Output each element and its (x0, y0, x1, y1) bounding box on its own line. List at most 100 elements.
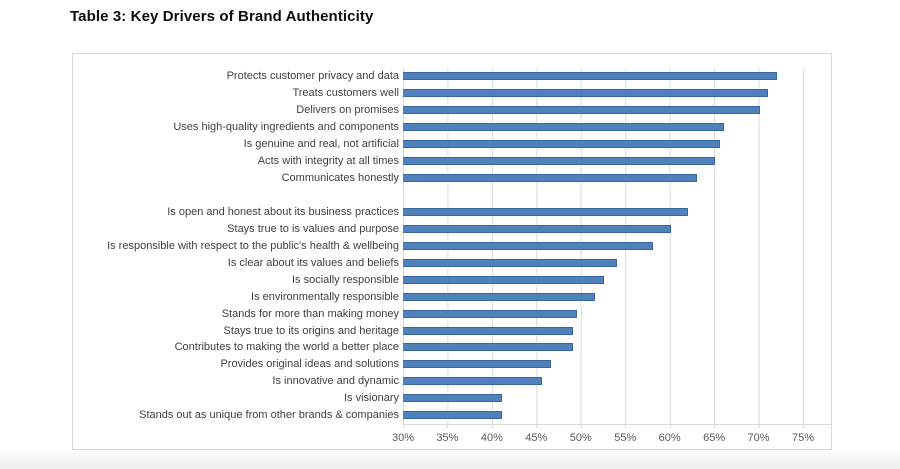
bar-track (403, 153, 831, 170)
bar (403, 360, 551, 369)
category-label: Acts with integrity at all times (257, 155, 399, 168)
bar-row: Stays true to is values and purpose (73, 220, 831, 237)
bar-track (403, 170, 831, 187)
bar (403, 174, 698, 183)
bar-track (403, 288, 831, 305)
bar-row: Communicates honestly (73, 170, 831, 187)
bar (403, 72, 778, 81)
axis-tick-label: 35% (436, 432, 459, 444)
bar (403, 292, 596, 301)
axis-tick-mark (491, 424, 493, 428)
bar-track (403, 237, 831, 254)
bar-track (403, 305, 831, 322)
bar-row: Is socially responsible (73, 271, 831, 288)
axis-tick-label: 40% (480, 432, 503, 444)
axis-tick-mark (803, 424, 804, 428)
category-label: Is responsible with respect to the publi… (107, 239, 399, 252)
axis-tick-label: 30% (391, 432, 415, 444)
bar-row: Treats customers well (73, 85, 831, 102)
x-axis: 30% 35% 40% 45% 50% 55% 60% 65% 70% 75% (392, 424, 831, 450)
category-label: Stays true to is values and purpose (227, 222, 399, 235)
bar-track (403, 204, 831, 221)
bar (403, 123, 724, 132)
bar (403, 377, 542, 386)
bar-row: Is responsible with respect to the publi… (73, 237, 831, 254)
category-label: Provides original ideas and solutions (220, 358, 399, 371)
page-title: Table 3: Key Drivers of Brand Authentici… (70, 8, 374, 25)
axis-tick-mark (447, 424, 449, 428)
axis-tick-mark (625, 424, 627, 428)
bar-track (403, 102, 831, 119)
bar (403, 106, 760, 115)
bar-track (403, 339, 831, 356)
bar (403, 309, 578, 318)
category-label: Stands out as unique from other brands &… (139, 409, 399, 422)
axis-tick-label: 45% (525, 432, 548, 444)
category-label: Communicates honestly (281, 172, 399, 185)
bar (403, 157, 716, 166)
spacer-row (73, 187, 831, 204)
category-label: Is environmentally responsible (251, 290, 399, 303)
bar-track (403, 119, 831, 136)
bar (403, 326, 573, 335)
category-label: Delivers on promises (296, 104, 399, 117)
category-label: Is clear about its values and beliefs (227, 256, 399, 269)
bar-rows: Protects customer privacy and data Treats… (73, 68, 831, 424)
category-label: Stays true to its origins and heritage (223, 324, 399, 337)
bar-row: Provides original ideas and solutions (73, 356, 831, 373)
axis-tick-label: 55% (614, 432, 637, 444)
category-label: Contributes to making the world a better… (174, 341, 399, 354)
category-label: Stands for more than making money (221, 307, 399, 320)
bar-track (403, 254, 831, 271)
bar-track (403, 271, 831, 288)
bar-track (403, 390, 831, 407)
bar (403, 207, 689, 216)
axis-tick-mark (669, 424, 671, 428)
category-label: Protects customer privacy and data (226, 70, 399, 83)
bar (403, 89, 769, 98)
page-bottom-strip (0, 450, 900, 469)
bar (403, 343, 573, 352)
bar-row: Stays true to its origins and heritage (73, 322, 831, 339)
axis-tick-label: 60% (658, 432, 681, 444)
bar-track (403, 356, 831, 373)
bar (403, 140, 720, 149)
bar-track (403, 85, 831, 102)
axis-tick-label: 65% (703, 432, 726, 444)
bar-track (403, 68, 831, 85)
bar (403, 241, 653, 250)
axis-tick-label: 50% (569, 432, 592, 444)
bar-row: Is clear about its values and beliefs (73, 254, 831, 271)
axis-tick-label: 70% (747, 432, 770, 444)
category-label: Uses high-quality ingredients and compon… (173, 121, 399, 134)
category-label: Is visionary (343, 392, 399, 405)
bar (403, 411, 502, 420)
axis-tick-mark (758, 424, 760, 428)
bar-track (403, 220, 831, 237)
category-label: Is genuine and real, not artificial (243, 138, 399, 151)
bar-row: Acts with integrity at all times (73, 153, 831, 170)
bar-row: Contributes to making the world a better… (73, 339, 831, 356)
bar-track (403, 187, 831, 204)
bar-track (403, 373, 831, 390)
bar-track (403, 322, 831, 339)
bar-row: Uses high-quality ingredients and compon… (73, 119, 831, 136)
bar-row: Is genuine and real, not artificial (73, 136, 831, 153)
axis-tick-mark (580, 424, 582, 428)
axis-tick-mark (403, 424, 404, 428)
axis-tick-mark (536, 424, 538, 428)
axis-tick-label: 75% (791, 432, 815, 444)
bar-row: Stands for more than making money (73, 305, 831, 322)
chart-container: Protects customer privacy and data Treats… (72, 53, 832, 450)
bar (403, 394, 502, 403)
bar-row: Is open and honest about its business pr… (73, 204, 831, 221)
bar-row: Stands out as unique from other brands &… (73, 407, 831, 424)
bar-row: Is environmentally responsible (73, 288, 831, 305)
category-label: Is open and honest about its business pr… (167, 205, 399, 218)
axis-tick-mark (714, 424, 716, 428)
bar (403, 275, 604, 284)
bar-track (403, 136, 831, 153)
bar (403, 258, 618, 267)
bar-row: Is visionary (73, 390, 831, 407)
bar-row: Protects customer privacy and data (73, 68, 831, 85)
